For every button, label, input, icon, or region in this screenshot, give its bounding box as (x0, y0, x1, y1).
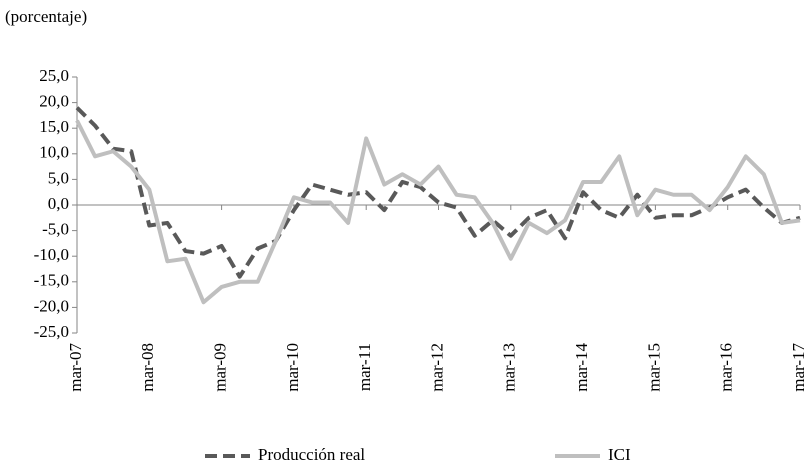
y-tick-label: 10,0 (39, 143, 69, 162)
y-tick-label: -25,0 (34, 322, 69, 341)
y-axis-label: (porcentaje) (5, 7, 87, 26)
x-tick-label: mar-13 (500, 343, 519, 392)
y-tick-label: -10,0 (34, 245, 69, 264)
y-tick-label: -5,0 (42, 220, 69, 239)
series-line (75, 119, 801, 305)
y-tick-label: 25,0 (39, 66, 69, 85)
y-tick-label: 20,0 (39, 92, 69, 111)
x-tick-label: mar-11 (355, 343, 374, 391)
x-tick-label: mar-14 (572, 343, 591, 392)
y-tick-label: -15,0 (34, 271, 69, 290)
x-tick-label: mar-12 (427, 343, 446, 392)
x-tick-label: mar-15 (644, 343, 663, 392)
x-tick-label: mar-07 (66, 343, 85, 392)
x-tick-label: mar-08 (138, 343, 157, 392)
y-tick-label: 5,0 (48, 168, 69, 187)
x-tick-label: mar-17 (789, 343, 808, 392)
legend-label: Producción real (258, 445, 365, 464)
x-tick-label: mar-10 (283, 343, 302, 392)
y-tick-label: 15,0 (39, 117, 69, 136)
x-tick-label: mar-09 (211, 343, 230, 392)
series-line (75, 106, 801, 279)
y-tick-label: 0,0 (48, 194, 69, 213)
legend-label: ICI (608, 445, 631, 464)
y-tick-label: -20,0 (34, 296, 69, 315)
x-tick-label: mar-16 (717, 343, 736, 392)
